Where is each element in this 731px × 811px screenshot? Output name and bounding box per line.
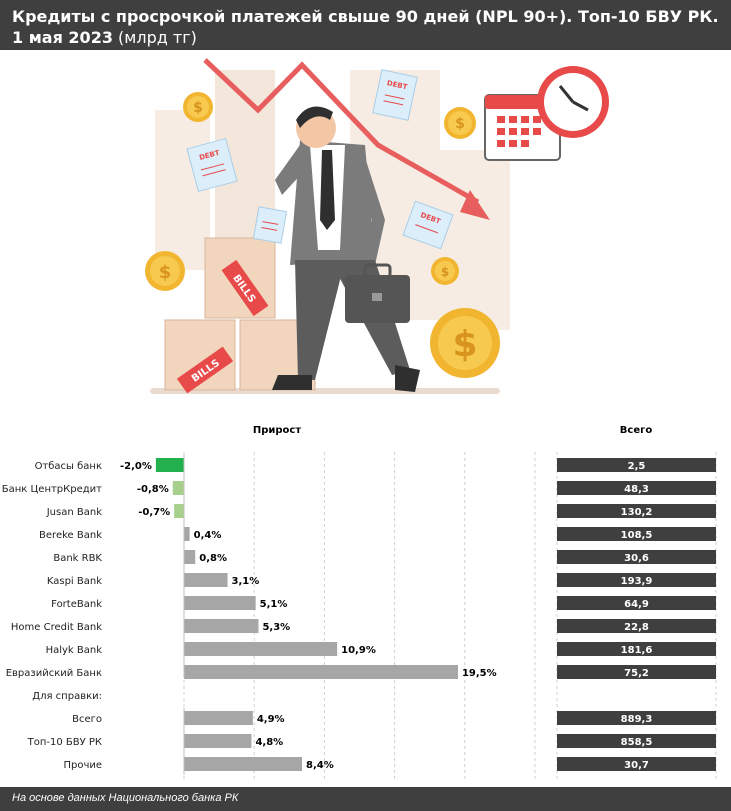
category-label: ForteBank <box>51 599 102 610</box>
total-value-label: 193,9 <box>621 576 653 587</box>
growth-column-header: Прирост <box>253 425 301 436</box>
coin-icon: $ <box>430 308 500 378</box>
total-bar <box>557 527 716 541</box>
coin-icon: $ <box>431 257 459 285</box>
total-value-label: 108,5 <box>621 530 653 541</box>
total-value-label: 48,3 <box>624 484 649 495</box>
bg-block <box>440 150 510 330</box>
clock-icon <box>537 66 609 138</box>
total-value-label: 30,7 <box>624 760 649 771</box>
total-bar <box>557 757 716 771</box>
growth-bar <box>184 619 259 633</box>
arrow-head-icon <box>460 190 490 220</box>
total-bar <box>557 573 716 587</box>
growth-bar <box>184 734 252 748</box>
category-label: Прочие <box>63 760 102 771</box>
growth-value-label: -2,0% <box>120 461 152 472</box>
svg-text:$: $ <box>452 324 477 365</box>
total-value-label: 889,3 <box>621 714 653 725</box>
total-bar <box>557 504 716 518</box>
date-text: 1 мая 2023 <box>12 28 113 47</box>
category-label: Home Credit Bank <box>11 622 102 633</box>
growth-value-label: 3,1% <box>232 576 260 587</box>
total-bar <box>557 734 716 748</box>
category-label: Bank RBK <box>53 553 102 564</box>
coin-icon: $ <box>183 92 213 122</box>
category-label: Всего <box>72 714 102 725</box>
total-value-label: 75,2 <box>624 668 649 679</box>
category-label: Евразийский Банк <box>6 668 102 679</box>
growth-bar <box>184 711 253 725</box>
growth-bar <box>184 642 338 656</box>
category-label: Halyk Bank <box>46 645 103 656</box>
growth-bar <box>184 665 458 679</box>
growth-value-label: -0,8% <box>137 484 169 495</box>
total-value-label: 858,5 <box>621 737 653 748</box>
growth-value-label: 0,8% <box>199 553 227 564</box>
svg-text:$: $ <box>441 265 449 279</box>
header: Кредиты с просрочкой платежей свыше 90 д… <box>0 0 731 50</box>
total-bar <box>557 642 716 656</box>
growth-bar <box>184 550 196 564</box>
growth-bar <box>184 596 256 610</box>
growth-value-label: 5,1% <box>260 599 288 610</box>
total-bar <box>557 665 716 679</box>
coin-icon: $ <box>145 251 185 291</box>
category-label: Отбасы банк <box>35 461 102 472</box>
growth-value-label: -0,7% <box>138 507 170 518</box>
total-value-label: 30,6 <box>624 553 649 564</box>
growth-value-label: 8,4% <box>306 760 334 771</box>
unit-text: (млрд тг) <box>112 28 197 47</box>
growth-bar <box>174 504 184 518</box>
growth-value-label: 10,9% <box>341 645 376 656</box>
growth-bar <box>172 481 184 495</box>
category-label: Jusan Bank <box>46 507 102 518</box>
total-bar <box>557 711 716 725</box>
coin-icon: $ <box>444 107 476 139</box>
footer-bar: На основе данных Национального банка РК <box>0 787 731 811</box>
illustration: BILLS BILLS DEBT DEBT DEBT $ $ $ $ $ <box>145 58 609 394</box>
category-label: Топ-10 БВУ РК <box>27 737 102 748</box>
growth-bar <box>184 757 303 771</box>
category-label: Bereke Bank <box>39 530 102 541</box>
growth-bar <box>155 458 184 472</box>
total-bar <box>557 481 716 495</box>
reference-section-label: Для справки: <box>32 691 102 702</box>
category-label: Банк ЦентрКредит <box>2 484 102 495</box>
total-value-label: 130,2 <box>621 507 653 518</box>
down-trend-arrow-icon <box>203 58 480 205</box>
total-value-label: 2,5 <box>628 461 646 472</box>
growth-bar <box>184 573 228 587</box>
source-note: На основе данных Национального банка РК <box>12 792 239 804</box>
growth-value-label: 4,9% <box>257 714 285 725</box>
svg-text:$: $ <box>455 116 465 132</box>
total-value-label: 22,8 <box>624 622 649 633</box>
growth-value-label: 0,4% <box>194 530 222 541</box>
svg-text:$: $ <box>193 100 203 116</box>
briefcase-icon <box>345 263 410 323</box>
growth-value-label: 19,5% <box>462 668 497 679</box>
chart-subtitle: 1 мая 2023 (млрд тг) <box>12 28 197 47</box>
category-label: Kaspi Bank <box>47 576 102 587</box>
debt-paper-icon <box>252 206 288 244</box>
total-column-header: Всего <box>620 425 653 436</box>
debt-paper-icon: DEBT <box>372 69 418 121</box>
total-bar <box>557 550 716 564</box>
growth-value-label: 5,3% <box>262 622 290 633</box>
total-bar <box>557 596 716 610</box>
growth-bar <box>184 527 190 541</box>
growth-value-label: 4,8% <box>255 737 283 748</box>
total-value-label: 64,9 <box>624 599 649 610</box>
total-bar <box>557 619 716 633</box>
debt-paper-icon: DEBT <box>186 137 238 193</box>
svg-text:$: $ <box>159 262 172 283</box>
total-value-label: 181,6 <box>621 645 653 656</box>
debt-paper-icon: DEBT <box>402 200 454 250</box>
chart-title: Кредиты с просрочкой платежей свыше 90 д… <box>12 7 719 26</box>
total-bar <box>557 458 716 472</box>
